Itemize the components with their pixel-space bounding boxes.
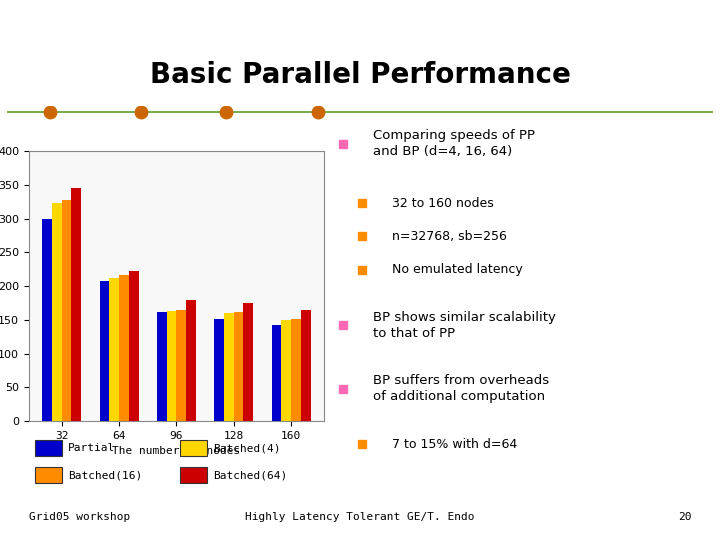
Bar [186, 300, 196, 421]
Bar [180, 467, 207, 483]
Bar [35, 440, 62, 456]
Bar [176, 310, 186, 421]
Bar [234, 312, 243, 421]
Bar [109, 278, 119, 421]
Bar [52, 203, 62, 421]
Bar [243, 303, 253, 421]
Bar [282, 320, 291, 421]
Text: Basic Parallel Performance: Basic Parallel Performance [150, 60, 570, 89]
Text: Partial: Partial [68, 443, 115, 453]
Text: Comparing speeds of PP
and BP (d=4, 16, 64): Comparing speeds of PP and BP (d=4, 16, … [373, 129, 535, 158]
Bar [166, 311, 176, 421]
Text: 32 to 160 nodes: 32 to 160 nodes [392, 197, 494, 210]
Text: 20: 20 [678, 512, 691, 522]
Bar [119, 275, 129, 421]
Bar [99, 281, 109, 421]
Bar [291, 319, 301, 421]
Bar [35, 467, 62, 483]
Bar [180, 440, 207, 456]
Bar [301, 310, 310, 421]
Bar [224, 313, 234, 421]
Bar [157, 312, 166, 421]
Bar [62, 200, 71, 421]
Text: n=32768, sb=256: n=32768, sb=256 [392, 230, 507, 243]
Text: Batched(4): Batched(4) [213, 443, 281, 453]
Text: BP suffers from overheads
of additional computation: BP suffers from overheads of additional … [373, 374, 549, 403]
Text: Highly Latency Tolerant GE/T. Endo: Highly Latency Tolerant GE/T. Endo [246, 512, 474, 522]
X-axis label: The number of nodes: The number of nodes [112, 447, 240, 456]
Bar [215, 319, 224, 421]
Text: Batched(16): Batched(16) [68, 470, 143, 480]
Bar [42, 219, 52, 421]
Text: No emulated latency: No emulated latency [392, 264, 523, 276]
Text: Batched(64): Batched(64) [213, 470, 287, 480]
Text: Grid05 workshop: Grid05 workshop [29, 512, 130, 522]
Text: BP shows similar scalability
to that of PP: BP shows similar scalability to that of … [373, 310, 556, 340]
Text: 7 to 15% with d=64: 7 to 15% with d=64 [392, 438, 518, 451]
Bar [271, 325, 282, 421]
Bar [71, 187, 81, 421]
Bar [129, 271, 138, 421]
